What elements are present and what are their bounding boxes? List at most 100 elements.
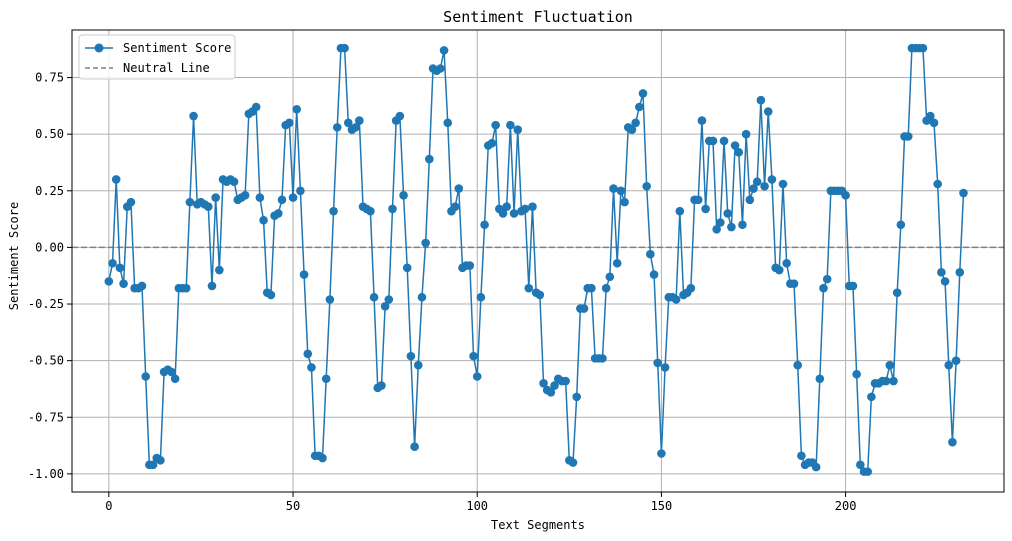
data-point bbox=[763, 107, 773, 116]
data-point bbox=[716, 218, 725, 227]
data-point bbox=[502, 202, 511, 211]
x-tick-label: 150 bbox=[651, 499, 673, 513]
data-point bbox=[476, 292, 486, 302]
data-point bbox=[598, 354, 607, 363]
data-point bbox=[204, 202, 213, 211]
data-point bbox=[841, 191, 850, 200]
data-point bbox=[642, 181, 651, 191]
data-point bbox=[421, 238, 430, 248]
data-point bbox=[273, 209, 283, 218]
data-point bbox=[822, 274, 832, 284]
data-point bbox=[417, 292, 427, 302]
data-point bbox=[167, 367, 176, 377]
data-point bbox=[609, 184, 618, 193]
y-tick-label: 0.50 bbox=[35, 127, 64, 141]
legend-series-label: Sentiment Score bbox=[123, 41, 231, 55]
data-point bbox=[351, 123, 360, 132]
data-point bbox=[701, 204, 710, 214]
data-point bbox=[535, 290, 545, 300]
data-point bbox=[369, 292, 379, 302]
data-point bbox=[708, 136, 718, 146]
data-point bbox=[170, 374, 180, 384]
data-point bbox=[181, 283, 191, 293]
data-point bbox=[892, 288, 902, 298]
data-point bbox=[292, 104, 302, 114]
data-point bbox=[343, 118, 353, 128]
data-point bbox=[697, 116, 707, 125]
data-point bbox=[491, 120, 500, 130]
data-point bbox=[789, 279, 799, 288]
x-axis: 0 50 100 150 200 bbox=[105, 492, 856, 513]
y-axis: -1.00 -0.75 -0.50 -0.25 0.00 0.25 0.50 0.75 bbox=[28, 71, 72, 481]
data-point bbox=[229, 177, 239, 187]
data-point bbox=[259, 215, 268, 225]
data-point bbox=[738, 220, 747, 230]
data-point bbox=[465, 261, 475, 270]
data-point bbox=[211, 193, 220, 202]
data-point bbox=[285, 118, 294, 128]
data-point bbox=[126, 197, 136, 207]
data-point bbox=[472, 372, 482, 381]
data-point bbox=[528, 202, 537, 211]
data-point bbox=[660, 363, 670, 372]
data-point bbox=[413, 360, 423, 370]
data-point bbox=[778, 179, 788, 189]
data-point bbox=[933, 179, 942, 189]
data-point bbox=[439, 46, 449, 55]
data-point bbox=[686, 283, 696, 293]
data-point bbox=[546, 388, 556, 397]
data-point bbox=[509, 209, 519, 218]
data-point bbox=[425, 154, 434, 164]
data-point bbox=[395, 111, 405, 121]
data-point bbox=[638, 89, 648, 98]
data-point bbox=[384, 295, 394, 304]
data-point bbox=[819, 283, 828, 293]
data-point bbox=[712, 224, 721, 234]
axes-frame bbox=[71, 29, 1005, 493]
data-point bbox=[944, 360, 954, 370]
data-point bbox=[506, 120, 515, 130]
data-point bbox=[303, 349, 313, 359]
data-point bbox=[749, 184, 758, 193]
data-point bbox=[730, 141, 740, 150]
data-point bbox=[189, 111, 198, 121]
data-point bbox=[653, 358, 663, 368]
data-point bbox=[332, 123, 342, 132]
x-axis-label: Text Segments bbox=[491, 518, 585, 532]
data-point bbox=[955, 268, 965, 277]
data-point bbox=[774, 265, 784, 275]
data-point bbox=[856, 460, 865, 470]
y-tick-label: 0.75 bbox=[35, 71, 64, 85]
data-point bbox=[325, 295, 335, 304]
data-point bbox=[815, 374, 825, 384]
data-point bbox=[329, 206, 338, 216]
data-point bbox=[469, 351, 478, 361]
data-point bbox=[388, 204, 397, 214]
data-point bbox=[561, 376, 570, 386]
chart-title: Sentiment Fluctuation bbox=[443, 8, 633, 26]
data-point bbox=[719, 136, 729, 146]
data-point bbox=[926, 111, 935, 121]
data-point bbox=[620, 197, 629, 207]
data-point bbox=[104, 277, 114, 286]
legend-box bbox=[78, 34, 236, 80]
x-tick-label: 200 bbox=[835, 499, 857, 513]
data-point bbox=[811, 462, 821, 472]
data-point bbox=[277, 195, 287, 205]
data-point bbox=[741, 129, 751, 139]
data-point bbox=[723, 209, 733, 218]
data-point bbox=[450, 202, 460, 211]
x-tick-label: 50 bbox=[286, 499, 300, 513]
data-point bbox=[918, 43, 928, 53]
data-point bbox=[885, 360, 895, 370]
data-point bbox=[487, 138, 497, 148]
data-point bbox=[318, 453, 327, 463]
data-point bbox=[646, 249, 655, 259]
data-point bbox=[480, 220, 489, 230]
data-point bbox=[745, 195, 755, 205]
data-point bbox=[734, 147, 744, 157]
y-tick-label: -1.00 bbox=[28, 467, 64, 481]
data-point bbox=[797, 451, 806, 461]
y-tick-label: -0.25 bbox=[28, 297, 64, 311]
data-point bbox=[867, 392, 876, 402]
